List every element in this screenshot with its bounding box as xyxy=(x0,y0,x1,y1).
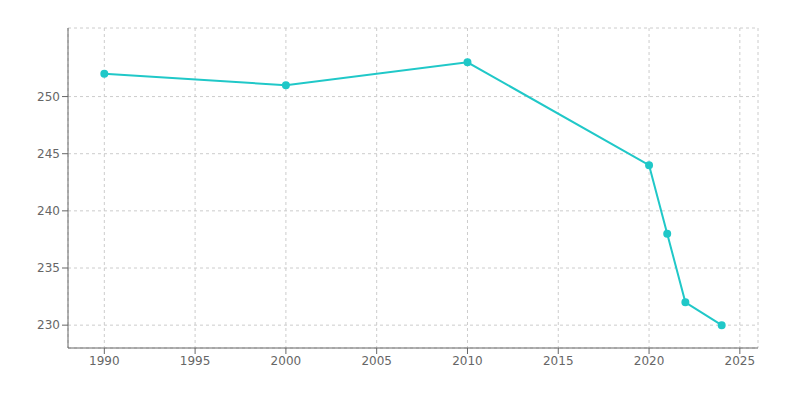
svg-text:235: 235 xyxy=(37,261,60,275)
svg-text:1995: 1995 xyxy=(180,354,211,368)
svg-text:2020: 2020 xyxy=(634,354,665,368)
svg-text:2025: 2025 xyxy=(725,354,756,368)
svg-text:240: 240 xyxy=(37,204,60,218)
svg-text:2015: 2015 xyxy=(543,354,574,368)
svg-text:1990: 1990 xyxy=(89,354,120,368)
svg-text:245: 245 xyxy=(37,147,60,161)
svg-text:250: 250 xyxy=(37,90,60,104)
svg-text:2000: 2000 xyxy=(271,354,302,368)
svg-text:2005: 2005 xyxy=(361,354,392,368)
svg-text:2010: 2010 xyxy=(452,354,483,368)
svg-text:230: 230 xyxy=(37,318,60,332)
